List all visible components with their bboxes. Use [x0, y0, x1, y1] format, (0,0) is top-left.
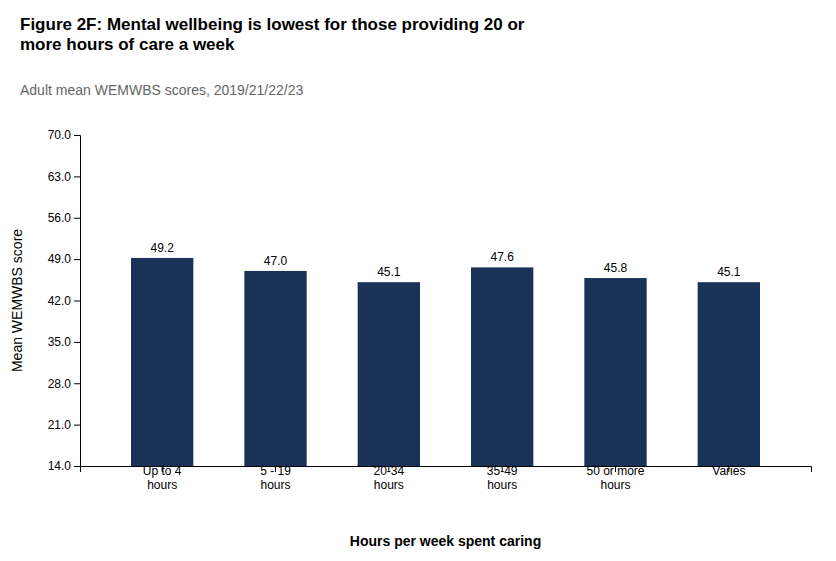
- bar: [698, 282, 760, 466]
- y-tick-mark: [74, 259, 80, 260]
- x-axis: Up to 4hours5 - 19hours20-34hours35-49ho…: [81, 464, 812, 492]
- subtitle: Adult mean WEMWBS scores, 2019/21/22/23: [20, 82, 303, 98]
- x-tick-label: 35-49hours: [487, 464, 518, 492]
- chart: Figure 2F: Mental wellbeing is lowest fo…: [0, 0, 836, 561]
- x-axis-title: Hours per week spent caring: [350, 533, 541, 549]
- y-tick-mark: [74, 135, 80, 136]
- data-label: 47.0: [264, 254, 288, 268]
- y-tick: 21.0: [48, 418, 80, 432]
- text-line: 50 or more: [586, 464, 644, 478]
- text-line: 5 - 19: [260, 464, 291, 478]
- x-tick-label: Up to 4hours: [143, 464, 182, 492]
- title: Figure 2F: Mental wellbeing is lowest fo…: [20, 15, 525, 54]
- text-line: more hours of care a week: [20, 35, 235, 54]
- bar: [358, 282, 420, 466]
- data-labels: 49.2 47.0 45.1 47.6 45.8 45.1: [150, 241, 740, 279]
- y-tick-mark: [74, 466, 80, 467]
- text-line: hours: [600, 478, 630, 492]
- plot: 14.0 21.0 28.0 35.0 42.0 49.0 56.0 63.0 70.0 Up t…: [48, 128, 812, 548]
- y-tick-label: 56.0: [48, 211, 72, 225]
- x-tick: Up to 4hours: [143, 464, 182, 492]
- y-tick-label: 42.0: [48, 294, 72, 308]
- y-tick: 28.0: [48, 377, 80, 391]
- x-axis-line: [81, 467, 812, 473]
- y-tick-mark: [74, 301, 80, 302]
- x-tick: 50 or morehours: [586, 464, 644, 492]
- y-tick: 42.0: [48, 294, 80, 308]
- x-tick: 5 - 19hours: [260, 464, 291, 492]
- text-line: hours: [260, 478, 290, 492]
- bar: [584, 278, 646, 466]
- text-line: 20-34: [373, 464, 404, 478]
- y-tick: 63.0: [48, 170, 80, 184]
- y-tick-mark: [74, 342, 80, 343]
- bar: [244, 271, 306, 466]
- y-tick-label: 70.0: [48, 128, 72, 142]
- data-label: 49.2: [150, 241, 174, 255]
- y-tick-label: 35.0: [48, 335, 72, 349]
- y-tick-label: 28.0: [48, 377, 72, 391]
- x-tick: Varies: [712, 464, 745, 478]
- bar: [471, 267, 533, 466]
- text-line: 35-49: [487, 464, 518, 478]
- y-tick-label: 14.0: [48, 459, 72, 473]
- text-line: Varies: [712, 464, 745, 478]
- data-label: 47.6: [490, 250, 514, 264]
- y-tick-mark: [74, 425, 80, 426]
- y-tick-label: 21.0: [48, 418, 72, 432]
- y-tick: 35.0: [48, 335, 80, 349]
- x-tick: 20-34hours: [373, 464, 404, 492]
- y-tick-mark: [74, 176, 80, 177]
- bar: [131, 258, 193, 466]
- text-line: hours: [374, 478, 404, 492]
- data-label: 45.1: [377, 265, 401, 279]
- y-axis: 14.0 21.0 28.0 35.0 42.0 49.0 56.0 63.0 70.0: [48, 128, 81, 473]
- y-tick-label: 63.0: [48, 170, 72, 184]
- text-line: Up to 4: [143, 464, 182, 478]
- x-tick-label: 20-34hours: [373, 464, 404, 492]
- y-tick-mark: [74, 218, 80, 219]
- data-label: 45.8: [604, 261, 628, 275]
- text-line: hours: [147, 478, 177, 492]
- y-axis-title: Mean WEMWBS score: [9, 229, 25, 372]
- x-tick: 35-49hours: [487, 464, 518, 492]
- y-tick: 56.0: [48, 211, 80, 225]
- y-tick-mark: [74, 383, 80, 384]
- y-tick: 49.0: [48, 252, 80, 266]
- text-line: hours: [487, 478, 517, 492]
- y-tick: 70.0: [48, 128, 80, 142]
- y-axis-line: [74, 136, 81, 467]
- y-tick-label: 49.0: [48, 252, 72, 266]
- text-line: Figure 2F: Mental wellbeing is lowest fo…: [20, 15, 525, 34]
- y-tick: 14.0: [48, 459, 80, 473]
- x-tick-label: 5 - 19hours: [260, 464, 291, 492]
- data-label: 45.1: [717, 265, 741, 279]
- bars: [131, 258, 760, 466]
- x-tick-label: 50 or morehours: [586, 464, 644, 492]
- x-tick-label: Varies: [712, 464, 745, 478]
